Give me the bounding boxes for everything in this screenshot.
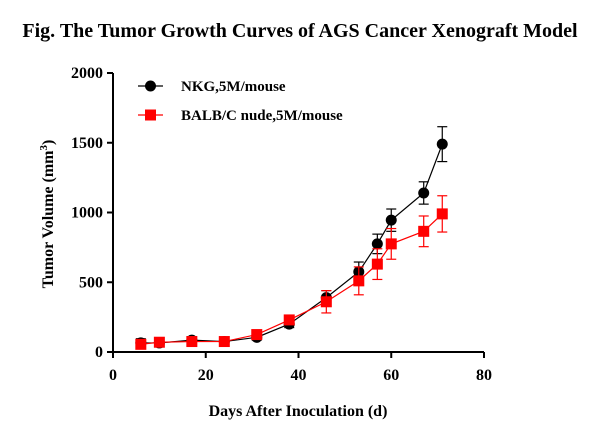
y-axis-label-main: Tumor Volume (mm [40, 150, 57, 288]
data-point [135, 338, 147, 350]
data-point [385, 214, 397, 226]
chart-title: Fig. The Tumor Growth Curves of AGS Canc… [22, 20, 578, 42]
data-point [418, 225, 430, 237]
data-point [371, 258, 383, 270]
x-axis-label: Days After Inoculation (d) [209, 403, 388, 420]
data-point [251, 329, 263, 341]
data-point [186, 336, 198, 348]
x-tick-label: 40 [291, 367, 307, 384]
data-point [283, 314, 295, 326]
data-point [436, 208, 448, 220]
data-point [218, 336, 230, 348]
data-point [418, 187, 430, 199]
y-tick-label: 500 [79, 274, 103, 291]
series-line [140, 143, 443, 344]
y-axis-label-suffix: ) [40, 140, 57, 145]
data-point [371, 238, 383, 250]
y-tick-label: 1000 [71, 205, 103, 222]
legend-marker [145, 109, 156, 121]
y-tick-label: 0 [95, 344, 103, 361]
data-point [153, 336, 165, 348]
legend-label: BALB/C nude,5M/mouse [181, 108, 343, 124]
y-tick-label: 2000 [71, 65, 103, 82]
data-point [436, 138, 448, 150]
legend-marker [145, 80, 156, 92]
x-tick-label: 80 [476, 367, 492, 384]
y-axis-label: Tumor Volume (mm3) [38, 140, 57, 289]
legend-item-2: BALB/C nude,5M/mouse [138, 108, 343, 124]
x-tick-label: 60 [383, 367, 399, 384]
y-tick-label: 1500 [71, 135, 103, 152]
data-point [353, 275, 365, 287]
legend: NKG,5M/mouse BALB/C nude,5M/mouse [138, 79, 343, 124]
chart-marks [135, 126, 448, 350]
legend-label: NKG,5M/mouse [181, 79, 286, 95]
x-tick-label: 20 [198, 367, 214, 384]
x-tick-label: 0 [109, 367, 117, 384]
data-point [320, 296, 332, 308]
axes: 0 20 40 60 80 0 500 1000 1500 2000 [71, 65, 492, 384]
legend-item-1: NKG,5M/mouse [138, 79, 286, 95]
series-2 [135, 195, 448, 350]
data-point [385, 238, 397, 250]
y-axis-label-superscript: 3 [38, 145, 50, 151]
